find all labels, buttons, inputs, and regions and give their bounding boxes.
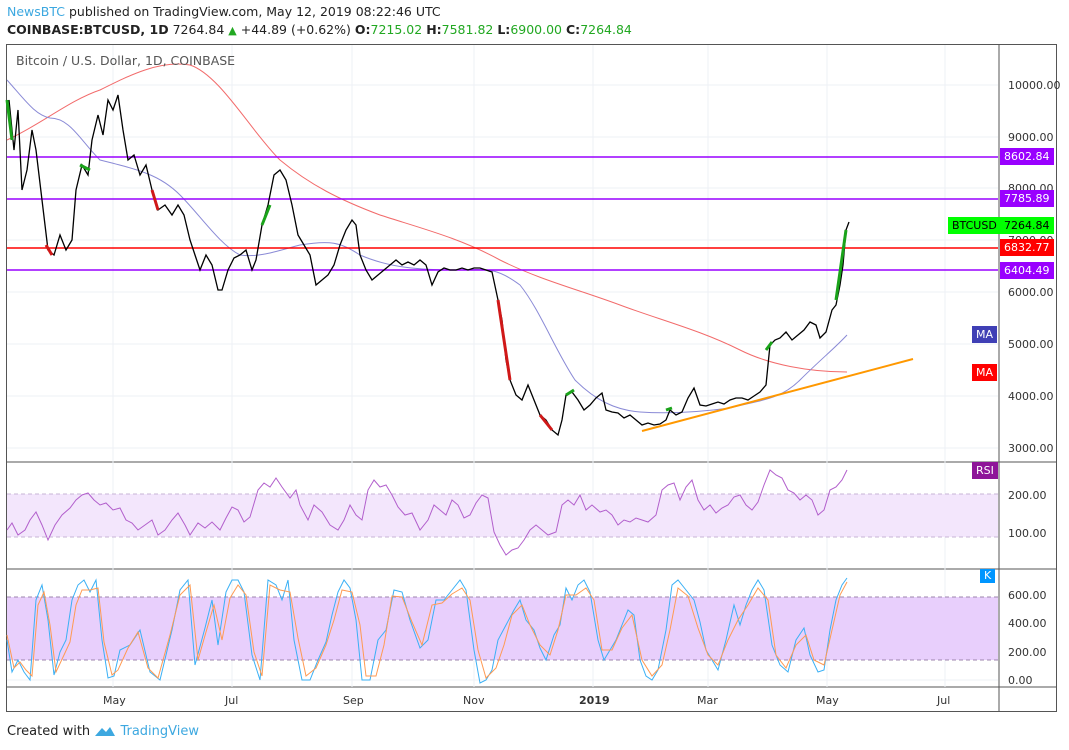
svg-text:5000.00: 5000.00 [1008, 338, 1054, 351]
svg-text:Mar: Mar [697, 694, 718, 707]
published-text: published on TradingView.com, May 12, 20… [68, 4, 441, 19]
low-value: 6900.00 [510, 22, 563, 37]
rsi-band [7, 494, 998, 537]
chart-title: Bitcoin / U.S. Dollar, 1D, COINBASE [16, 53, 236, 68]
ohlc-header: COINBASE:BTCUSD, 1D 7264.84 ▲ +44.89 (+0… [7, 22, 632, 37]
high-value: 7581.82 [441, 22, 494, 37]
rsi-badge: RSI [972, 462, 998, 479]
level-badge-7785: 7785.89 [1000, 190, 1054, 207]
publish-header: NewsBTC published on TradingView.com, Ma… [7, 4, 441, 19]
svg-text:May: May [816, 694, 839, 707]
last-price-badge: 7264.84 [1000, 217, 1054, 234]
ma-blue-line [6, 79, 848, 414]
stoch-k-badge: K [980, 569, 996, 583]
ma-red-badge: MA [972, 364, 998, 381]
stoch-d-line [6, 581, 848, 679]
open-value: 7215.02 [370, 22, 423, 37]
price-candles [8, 94, 850, 437]
svg-text:6000.00: 6000.00 [1008, 286, 1054, 299]
vertical-grid [112, 45, 946, 687]
publisher-link[interactable]: NewsBTC [7, 4, 65, 19]
ma-blue-badge: MA [972, 326, 998, 343]
created-with-text: Created with [7, 724, 91, 739]
svg-text:Jul: Jul [224, 694, 238, 707]
svg-text:200.00: 200.00 [1008, 646, 1047, 659]
svg-text:Nov: Nov [463, 694, 485, 707]
svg-text:0.00: 0.00 [1008, 674, 1033, 687]
svg-text:4000.00: 4000.00 [1008, 390, 1054, 403]
symbol-tag: BTCUSD [948, 217, 1001, 234]
svg-text:200.00: 200.00 [1008, 489, 1047, 502]
svg-text:100.00: 100.00 [1008, 527, 1047, 540]
horizontal-grid [7, 84, 998, 449]
svg-text:Sep: Sep [343, 694, 364, 707]
svg-text:600.00: 600.00 [1008, 589, 1047, 602]
last-price: 7264.84 [172, 22, 225, 37]
ma-red-line [6, 63, 848, 373]
level-badge-6832: 6832.77 [1000, 239, 1054, 256]
svg-text:10000.00: 10000.00 [1008, 79, 1061, 92]
level-badge-6404: 6404.49 [1000, 262, 1054, 279]
svg-text:400.00: 400.00 [1008, 617, 1047, 630]
footer: Created with TradingView [7, 724, 199, 739]
level-badge-8602: 8602.84 [1000, 148, 1054, 165]
svg-text:3000.00: 3000.00 [1008, 442, 1054, 455]
svg-text:9000.00: 9000.00 [1008, 131, 1054, 144]
close-value: 7264.84 [580, 22, 632, 37]
svg-text:May: May [103, 694, 126, 707]
tradingview-link[interactable]: TradingView [120, 724, 199, 739]
ascending-trendline [641, 358, 914, 432]
time-axis: May Jul Sep Nov 2019 Mar May Jul [103, 694, 950, 707]
svg-text:2019: 2019 [579, 694, 610, 707]
up-arrow-icon: ▲ [228, 24, 237, 37]
price-change: +44.89 (+0.62%) [240, 22, 351, 37]
tradingview-logo-icon [95, 727, 116, 736]
symbol-label: COINBASE:BTCUSD, 1D [7, 22, 169, 37]
svg-text:Jul: Jul [936, 694, 950, 707]
chart-frame [6, 44, 1057, 712]
rsi-line [6, 469, 848, 556]
